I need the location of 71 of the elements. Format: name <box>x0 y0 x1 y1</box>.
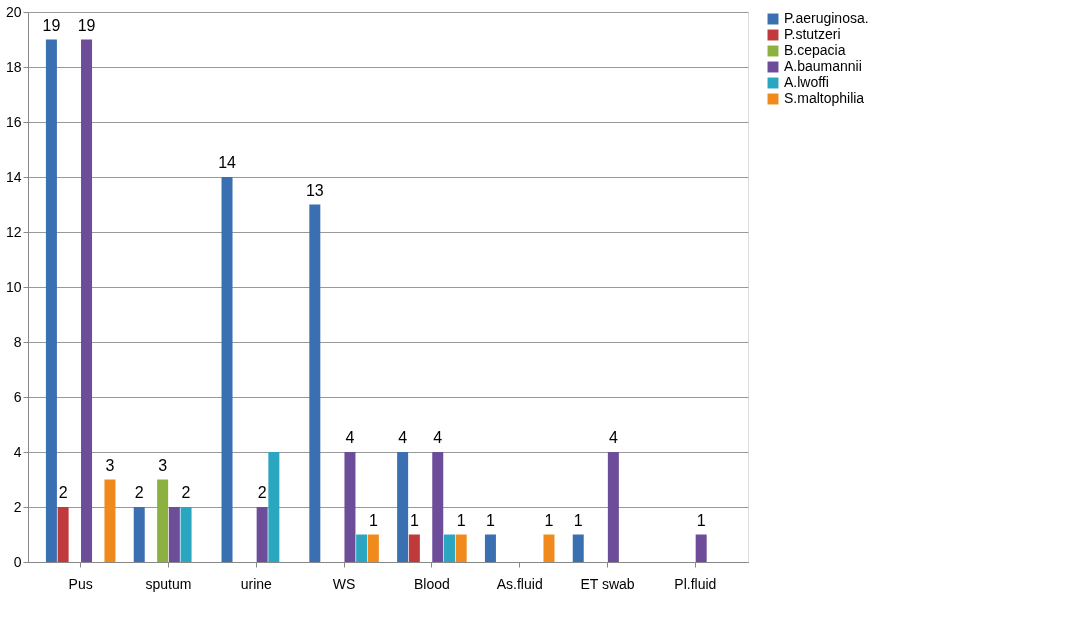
bar <box>256 507 268 562</box>
y-tick-label: 16 <box>5 113 22 130</box>
x-tick-label: ET swab <box>580 575 635 592</box>
bar <box>367 534 379 562</box>
bar <box>221 177 233 562</box>
x-tick-label: sputum <box>145 575 192 592</box>
legend-label: S.maltophilia <box>784 90 865 106</box>
bar <box>133 507 145 562</box>
bar <box>180 507 192 562</box>
bar <box>57 507 69 562</box>
y-tick-label: 12 <box>5 223 22 240</box>
bar <box>268 452 280 562</box>
data-label: 1 <box>544 511 554 529</box>
bar <box>572 534 584 562</box>
y-tick-label: 10 <box>5 278 22 295</box>
bar <box>443 534 455 562</box>
bar <box>455 534 467 562</box>
bar <box>397 452 409 562</box>
x-tick-label: WS <box>332 575 356 592</box>
bar <box>543 534 555 562</box>
bar <box>168 507 180 562</box>
legend-label: A.baumannii <box>784 58 862 74</box>
y-tick-label: 8 <box>13 333 22 350</box>
x-tick-label: As.fluid <box>496 575 543 592</box>
data-label: 1 <box>368 511 378 529</box>
data-label: 1 <box>485 511 495 529</box>
data-label: 19 <box>77 16 96 34</box>
bar <box>45 39 57 562</box>
legend-label: P.aeruginosa. <box>784 10 869 26</box>
data-label: 2 <box>257 484 267 501</box>
x-tick-label: Pus <box>68 575 93 592</box>
y-tick-label: 0 <box>13 553 22 570</box>
data-label: 1 <box>456 511 466 529</box>
data-label: 2 <box>134 484 144 501</box>
x-tick-label: urine <box>240 575 273 592</box>
data-label: 14 <box>218 154 237 171</box>
bar <box>344 452 356 562</box>
data-label: 3 <box>105 456 115 474</box>
data-label: 4 <box>608 429 618 446</box>
bar <box>484 534 496 562</box>
data-label: 1 <box>409 511 419 529</box>
bar <box>309 204 321 562</box>
data-label: 4 <box>433 429 443 446</box>
bar <box>157 479 169 562</box>
bar <box>356 534 368 562</box>
data-label: 2 <box>181 484 191 501</box>
data-label: 13 <box>305 181 324 199</box>
x-tick-label: Pl.fluid <box>674 575 717 592</box>
legend-label: A.lwoffi <box>784 74 829 90</box>
y-tick-label: 14 <box>5 168 22 185</box>
data-label: 4 <box>345 429 355 446</box>
bar <box>607 452 619 562</box>
bar <box>432 452 444 562</box>
legend-label: P.stutzeri <box>784 26 841 42</box>
x-tick-label: Blood <box>414 575 450 592</box>
bar <box>695 534 707 562</box>
y-tick-label: 4 <box>13 443 22 460</box>
data-label: 4 <box>398 429 408 446</box>
data-label: 3 <box>158 456 168 474</box>
data-label: 1 <box>573 511 583 529</box>
legend-label: B.cepacia <box>784 42 846 58</box>
bar <box>104 479 116 562</box>
y-tick-label: 2 <box>13 498 22 515</box>
data-label: 19 <box>42 16 61 34</box>
y-tick-label: 6 <box>13 388 22 405</box>
y-tick-label: 20 <box>5 3 22 20</box>
data-label: 1 <box>696 511 706 529</box>
y-tick-label: 18 <box>5 58 22 75</box>
bar <box>408 534 420 562</box>
data-label: 2 <box>58 484 68 501</box>
bar <box>81 39 93 562</box>
